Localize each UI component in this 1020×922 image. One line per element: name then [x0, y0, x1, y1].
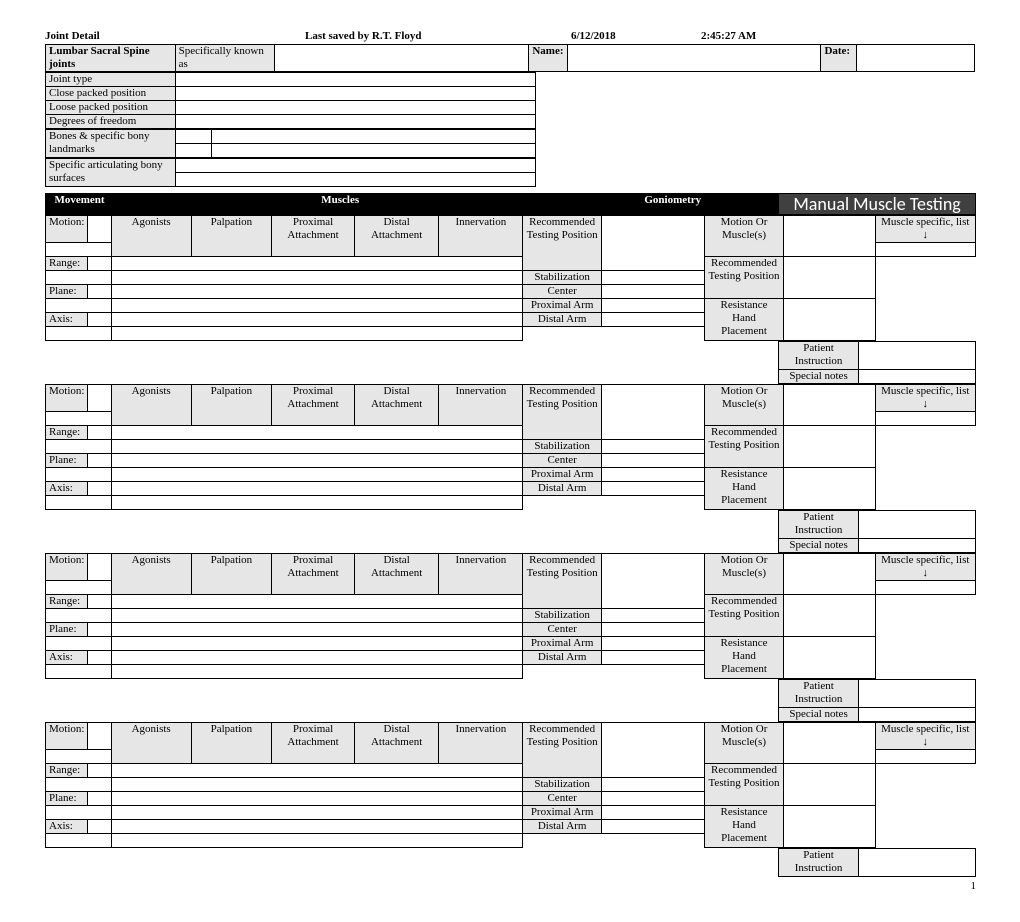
document-header: Joint Detail Last saved by R.T. Floyd 6/…: [45, 30, 975, 42]
loose-packed-value[interactable]: [176, 101, 536, 115]
movement-blocks: Motion: Agonists Palpation Proximal Atta…: [45, 215, 975, 877]
movement-header: Movement: [46, 194, 114, 215]
articulating-value-2[interactable]: [176, 173, 536, 187]
bones-value-1a[interactable]: [176, 130, 212, 144]
bones-value-2a[interactable]: [176, 144, 212, 158]
close-packed-value[interactable]: [176, 87, 536, 101]
section-header-table: Movement Muscles Goniometry Manual Muscl…: [45, 193, 976, 215]
name-label: Name:: [529, 45, 567, 72]
dof-label: Degrees of freedom: [46, 115, 176, 129]
bones-label: Bones & specific bony landmarks: [46, 130, 176, 158]
close-packed-label: Close packed position: [46, 87, 176, 101]
goniometry-header: Goniometry: [567, 194, 779, 215]
date-label: Date:: [821, 45, 857, 72]
joint-type-label: Joint type: [46, 73, 176, 87]
bones-value-2b[interactable]: [212, 144, 536, 158]
joint-type-value[interactable]: [176, 73, 536, 87]
specifically-value[interactable]: [275, 45, 529, 72]
doc-title: Joint Detail: [45, 30, 305, 42]
specifically-label: Specifically known as: [175, 45, 275, 72]
dof-value[interactable]: [176, 115, 536, 129]
page-number: 1: [45, 880, 976, 892]
bones-table: Bones & specific bony landmarks: [45, 129, 536, 158]
name-value[interactable]: [567, 45, 821, 72]
articulating-value-1[interactable]: [176, 159, 536, 173]
muscles-header: Muscles: [113, 194, 566, 215]
joint-name-cell: Lumbar Sacral Spine joints: [46, 45, 176, 72]
joint-type-table: Joint type Close packed position Loose p…: [45, 72, 536, 129]
articulating-label: Specific articulating bony surfaces: [46, 159, 176, 187]
mmt-header: Manual Muscle Testing: [779, 194, 976, 215]
saved-time: 2:45:27 AM: [701, 30, 821, 42]
joint-fields-table: Lumbar Sacral Spine joints Specifically …: [45, 44, 975, 72]
articulating-table: Specific articulating bony surfaces: [45, 158, 536, 187]
loose-packed-label: Loose packed position: [46, 101, 176, 115]
saved-date: 6/12/2018: [571, 30, 701, 42]
saved-by: Last saved by R.T. Floyd: [305, 30, 571, 42]
bones-value-1b[interactable]: [212, 130, 536, 144]
date-value[interactable]: [857, 45, 975, 72]
